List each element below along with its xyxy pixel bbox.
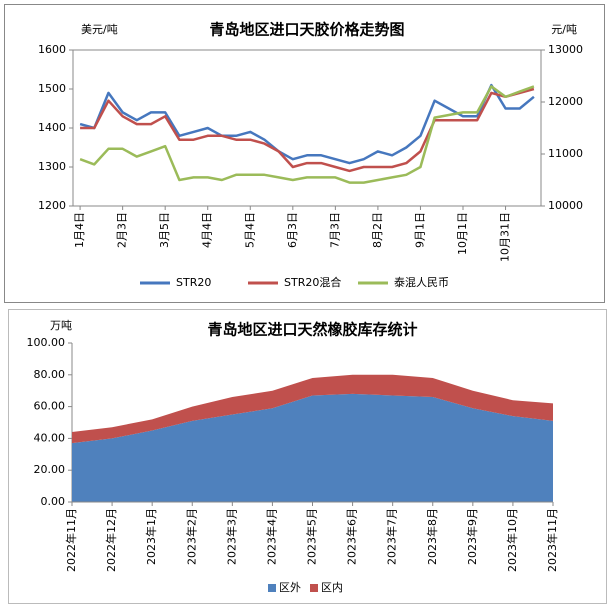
x-tick-label: 9月1日	[413, 212, 426, 248]
x-tick-label: 6月3日	[286, 212, 299, 248]
line-series	[79, 85, 535, 184]
y-tick-label: 20.00	[34, 463, 66, 476]
y-tick-label: 1400	[38, 121, 66, 134]
chart-frame	[4, 4, 605, 303]
x-tick-label: 2023年11月	[545, 508, 559, 572]
y-tick-label: 40.00	[34, 431, 66, 444]
legend-swatch	[310, 584, 318, 592]
y-tick-label: 0.00	[41, 495, 66, 508]
x-tick-label: 5月4日	[243, 212, 256, 248]
x-tick-label: 2023年9月	[465, 508, 479, 565]
x-tick-label: 2月3日	[116, 212, 129, 248]
y2-axis-label: 元/吨	[551, 23, 577, 36]
legend-label: 泰混人民币	[394, 275, 449, 289]
x-tick-label: 2023年10月	[505, 508, 519, 572]
y-tick-label: 80.00	[34, 368, 66, 381]
y-tick-label: 100.00	[27, 336, 66, 349]
x-tick-label: 2023年5月	[305, 508, 319, 565]
legend-swatch	[268, 584, 276, 592]
y2-tick-label: 11000	[548, 147, 583, 160]
y-tick-label: 60.00	[34, 400, 66, 413]
y2-tick-label: 13000	[548, 43, 583, 56]
x-tick-label: 10月1日	[456, 212, 469, 255]
y-tick-label: 1500	[38, 82, 66, 95]
x-tick-label: 2022年11月	[64, 508, 78, 572]
legend-label: 区外	[279, 581, 301, 594]
x-tick-label: 2023年6月	[345, 508, 359, 565]
x-tick-label: 4月4日	[201, 212, 214, 248]
chart-title: 青岛地区进口天胶价格走势图	[209, 21, 404, 39]
y-axis-label: 美元/吨	[81, 23, 118, 36]
y2-tick-label: 12000	[548, 95, 583, 108]
x-tick-label: 8月2日	[371, 212, 384, 248]
x-tick-label: 2023年7月	[385, 508, 399, 565]
y-tick-label: 1300	[38, 160, 66, 173]
x-tick-label: 2023年8月	[425, 508, 439, 565]
x-tick-label: 2023年2月	[184, 508, 198, 565]
x-tick-label: 2022年12月	[104, 508, 118, 572]
y2-tick-label: 10000	[548, 199, 583, 212]
chart-title: 青岛地区进口天然橡胶库存统计	[207, 321, 417, 339]
area-series	[72, 374, 553, 444]
legend-label: STR20混合	[284, 275, 341, 289]
x-tick-label: 2023年1月	[144, 508, 158, 565]
y-tick-label: 1600	[38, 43, 66, 56]
y-tick-label: 1200	[38, 199, 66, 212]
line-series	[80, 87, 535, 173]
x-tick-label: 2023年4月	[264, 508, 278, 565]
legend-label: 区内	[321, 580, 343, 594]
x-tick-label: 2023年3月	[224, 508, 238, 565]
x-tick-label: 10月31日	[499, 212, 512, 262]
legend-label: STR20	[176, 276, 211, 289]
x-tick-label: 7月3日	[328, 212, 341, 248]
x-tick-label: 1月4日	[73, 212, 86, 248]
x-tick-label: 3月5日	[158, 212, 171, 248]
y-axis-label: 万吨	[50, 319, 72, 332]
